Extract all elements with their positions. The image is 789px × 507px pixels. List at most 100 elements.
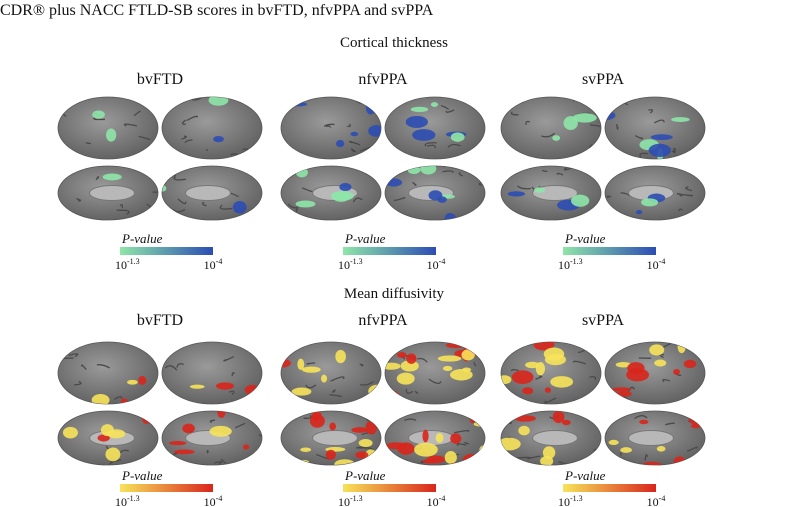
sulcus	[186, 115, 198, 122]
sulcus	[243, 97, 257, 104]
sulcus	[589, 124, 601, 128]
sulcus	[295, 208, 299, 213]
significance-cluster	[182, 423, 195, 434]
sulcus	[606, 195, 612, 198]
sulcus	[74, 380, 82, 386]
significance-cluster	[650, 134, 673, 141]
sulcus	[176, 363, 184, 368]
significance-cluster	[620, 447, 632, 453]
tick-base: 10	[427, 495, 439, 507]
sulcus	[67, 411, 80, 417]
significance-cluster	[616, 391, 632, 397]
brain-view	[161, 410, 263, 466]
sulcus	[417, 357, 428, 363]
sulcus	[544, 397, 557, 404]
sulcus	[393, 196, 406, 201]
significance-cluster	[138, 375, 147, 385]
significance-cluster	[615, 362, 631, 368]
significance-cluster	[388, 342, 405, 350]
significance-cluster	[518, 425, 530, 436]
significance-cluster	[365, 100, 376, 115]
significance-cluster	[309, 414, 325, 428]
sulcus	[133, 110, 141, 117]
legend-title: P-value	[564, 468, 606, 483]
sulcus	[440, 105, 449, 110]
brain-overlay	[162, 169, 262, 216]
sulcus	[458, 171, 463, 177]
tick-base: 10	[115, 258, 127, 272]
significance-cluster	[406, 353, 417, 364]
sulcus	[685, 186, 693, 192]
brain-overlay	[385, 100, 485, 159]
significance-cluster	[550, 376, 574, 388]
sulcus	[181, 135, 187, 140]
brain-view	[500, 341, 602, 405]
significance-cluster	[552, 411, 565, 424]
panel-label: bvFTD	[137, 312, 183, 329]
brain-view	[604, 341, 706, 405]
significance-cluster	[217, 411, 226, 418]
sulcus	[214, 460, 223, 465]
significance-cluster	[430, 102, 439, 107]
sulcus	[677, 193, 694, 197]
significance-cluster	[385, 460, 403, 465]
significance-cluster	[543, 347, 565, 361]
significance-cluster	[642, 461, 662, 465]
legend-colorbar	[563, 484, 656, 492]
sulcus	[323, 123, 335, 127]
tick-exponent: -4	[659, 257, 666, 266]
sulcus	[235, 422, 246, 429]
sulcus	[219, 204, 233, 210]
significance-cluster	[420, 166, 437, 175]
sulcus	[535, 375, 543, 380]
sulcus	[475, 148, 485, 154]
sulcus	[501, 185, 504, 192]
corpus-callosum	[312, 429, 358, 447]
sulcus	[525, 120, 531, 125]
sulcus	[426, 144, 436, 149]
tick-base: 10	[204, 258, 216, 272]
sulcus	[363, 167, 378, 171]
sulcus	[252, 211, 262, 216]
tick-base: 10	[204, 495, 216, 507]
sulcus	[119, 204, 124, 209]
significance-cluster	[534, 187, 546, 193]
significance-cluster	[442, 365, 453, 372]
sulcus	[473, 361, 477, 367]
significance-cluster	[321, 374, 328, 383]
brain-surface	[57, 341, 159, 405]
brain-view	[57, 165, 159, 221]
sulcus	[143, 97, 151, 102]
significance-cluster	[92, 110, 105, 119]
significance-cluster	[169, 441, 187, 446]
significance-cluster	[649, 344, 665, 356]
sulcus	[206, 449, 209, 454]
significance-cluster	[501, 411, 515, 420]
significance-cluster	[450, 433, 462, 444]
brain-surface	[384, 96, 486, 160]
brain-overlay	[510, 97, 601, 159]
significance-cluster	[572, 113, 597, 123]
significance-cluster	[141, 411, 152, 424]
sulcus	[230, 153, 239, 156]
sulcus	[580, 463, 594, 465]
significance-cluster	[437, 355, 462, 362]
sulcus	[456, 443, 467, 447]
significance-cluster	[610, 387, 632, 392]
sulcus	[287, 203, 299, 209]
sulcus	[665, 422, 675, 426]
significance-cluster	[648, 143, 672, 157]
sulcus	[686, 460, 691, 464]
brain-view	[604, 96, 706, 160]
legend-tick-label: 10-4	[204, 494, 223, 507]
brain-view	[280, 96, 382, 160]
panel-label: svPPA	[582, 312, 625, 329]
significance-cluster	[511, 370, 534, 384]
sulcus	[355, 446, 366, 449]
sulcus	[478, 181, 485, 186]
legend-tick-label: 10-1.3	[338, 494, 363, 507]
sulcus	[619, 452, 622, 456]
significance-cluster	[365, 420, 378, 435]
significance-cluster	[396, 352, 407, 359]
